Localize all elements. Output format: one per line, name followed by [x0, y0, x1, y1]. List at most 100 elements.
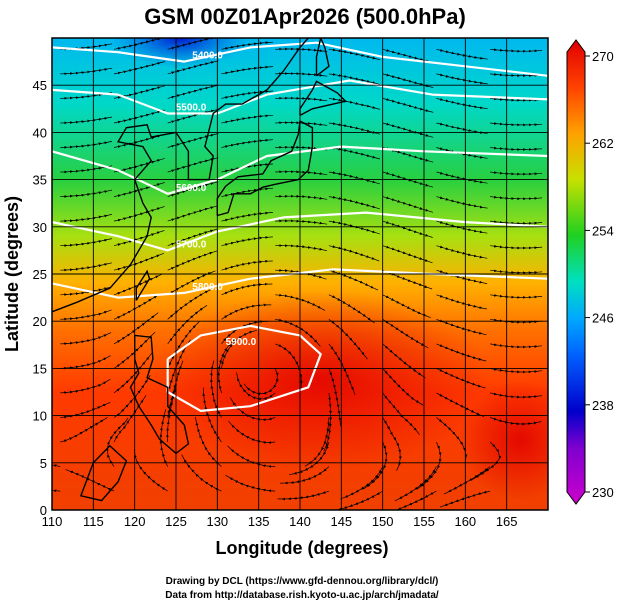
streamline	[275, 219, 328, 225]
streamline	[275, 72, 328, 77]
streamline	[60, 417, 108, 443]
streamline	[490, 220, 543, 225]
streamline	[60, 309, 112, 321]
x-tick-label: 130	[206, 514, 228, 529]
streamline	[275, 170, 328, 176]
streamline	[60, 141, 113, 149]
contour-label: 5400.0	[192, 51, 223, 62]
x-tick-label: 140	[289, 514, 311, 529]
coastline-segment	[79, 444, 128, 502]
streamline	[328, 294, 375, 324]
x-tick-label: 150	[372, 514, 394, 529]
streamline	[221, 303, 272, 320]
streamline	[113, 109, 165, 124]
streamline	[221, 65, 274, 75]
colorbar-tick-label: 246	[592, 311, 614, 326]
streamline	[436, 368, 486, 389]
x-tick-label: 110	[42, 514, 63, 529]
streamline	[113, 158, 165, 173]
streamline	[221, 163, 274, 173]
streamline	[60, 189, 113, 198]
streamline	[490, 392, 542, 399]
warm-core-east	[460, 380, 548, 500]
streamline	[229, 397, 276, 422]
coastline-segment	[135, 269, 151, 301]
streamline	[490, 343, 543, 349]
streamline	[328, 195, 381, 210]
streamline	[221, 282, 273, 296]
streamline	[60, 332, 112, 346]
colorbar-bar	[566, 39, 586, 505]
streamline	[195, 416, 222, 467]
x-tick-label: 115	[83, 514, 104, 529]
streamline	[275, 194, 328, 200]
streamline	[228, 420, 276, 444]
y-axis: 0 5 10 15 20 25 30 35 40 45	[33, 78, 47, 518]
streamline	[60, 116, 113, 125]
streamline	[490, 122, 543, 127]
streamline	[221, 259, 273, 271]
streamline	[382, 48, 434, 64]
streamline	[490, 48, 543, 53]
streamline	[221, 187, 274, 197]
streamline	[436, 392, 485, 418]
streamline	[221, 41, 274, 50]
streamline	[277, 490, 330, 501]
x-axis-label: Longitude (degrees)	[215, 538, 388, 558]
y-tick-label: 25	[33, 267, 47, 282]
x-tick-label: 160	[454, 514, 476, 529]
streamline	[328, 245, 380, 262]
streamline	[490, 195, 543, 201]
streamline	[328, 319, 368, 360]
y-tick-label: 15	[33, 361, 47, 376]
contour-label: 5800.0	[192, 282, 223, 293]
colorbar-tick-label: 270	[592, 49, 614, 64]
x-tick-label: 135	[248, 514, 270, 529]
streamline	[225, 474, 276, 493]
colorbar-tick-label: 254	[592, 223, 614, 238]
streamline	[202, 387, 222, 443]
y-tick-label: 10	[33, 409, 47, 424]
x-tick-label: 120	[124, 514, 146, 529]
streamline	[65, 469, 115, 492]
streamline	[133, 449, 168, 492]
streamline	[382, 368, 424, 406]
streamline	[328, 171, 380, 185]
x-tick-label: 145	[330, 514, 352, 529]
streamline	[436, 294, 487, 310]
y-tick-label: 5	[40, 456, 47, 471]
streamline	[113, 206, 165, 222]
y-tick-label: 20	[33, 314, 47, 329]
streamline	[328, 146, 381, 160]
plot-area: 5400.0 5500.0 5600.0 5700.0 5800.0 5900.0	[52, 38, 548, 510]
streamline	[60, 67, 113, 76]
streamline	[60, 214, 112, 223]
streamline	[436, 318, 487, 336]
credit-data: Data from http://database.rish.kyoto-u.a…	[165, 590, 439, 601]
colorbar-tick-label: 238	[592, 398, 614, 413]
coastline-segment	[52, 38, 309, 313]
streamline	[227, 445, 276, 468]
streamline	[275, 293, 326, 311]
streamline	[236, 372, 276, 401]
coastline-segment	[299, 80, 347, 117]
y-tick-label: 45	[33, 78, 47, 93]
height-contour	[52, 145, 548, 195]
height-contour-closed	[166, 324, 322, 412]
streamline	[490, 318, 543, 324]
streamline	[436, 98, 488, 110]
streamline	[60, 286, 112, 297]
colorbar: 230 238 246 254 262 270	[566, 39, 614, 505]
x-tick-label: 155	[413, 514, 435, 529]
streamline	[113, 38, 164, 50]
streamline	[60, 401, 111, 419]
streamline	[60, 355, 111, 370]
streamline	[328, 48, 381, 61]
x-tick-label: 125	[165, 514, 187, 529]
streamline	[221, 114, 274, 124]
streamline	[382, 196, 434, 213]
streamline	[490, 293, 543, 299]
streamline	[60, 238, 112, 247]
streamline	[60, 165, 113, 174]
streamline	[382, 98, 434, 113]
